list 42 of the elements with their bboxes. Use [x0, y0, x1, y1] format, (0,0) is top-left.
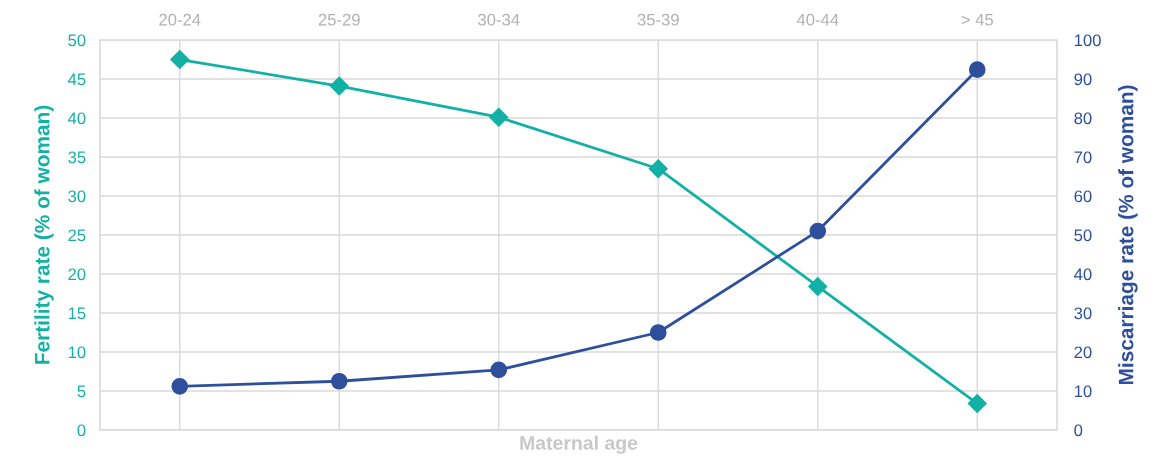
y-tick-label: 40 [67, 112, 86, 125]
y2-tick-label: 0 [1074, 424, 1083, 437]
y2-tick-label: 100 [1074, 34, 1101, 47]
y-tick-label: 30 [68, 190, 86, 203]
point [648, 159, 668, 179]
y-tick-label: 20 [68, 268, 86, 281]
point [967, 393, 987, 414]
point [809, 222, 827, 240]
y-axis-title: Fertility rate (% of woman) [34, 105, 54, 364]
point [489, 107, 509, 127]
y-tick-label: 15 [68, 307, 86, 320]
y2-tick-label: 80 [1074, 112, 1092, 125]
y2-tick-label: 50 [1074, 229, 1092, 242]
point [171, 377, 189, 395]
x-tick-label: 30-34 [478, 13, 520, 26]
y2-axis-title: Miscarriage rate (% of woman) [1118, 85, 1138, 385]
point [968, 61, 986, 78]
x-tick-label: 40-44 [796, 13, 839, 26]
y2-tick-label: 30 [1074, 307, 1092, 320]
y-tick-label: 35 [68, 151, 86, 164]
y2-tick-label: 70 [1074, 151, 1092, 164]
point [330, 372, 348, 390]
point [649, 324, 667, 341]
y-tick-label: 10 [68, 346, 86, 359]
y2-tick-label: 10 [1074, 385, 1092, 398]
y-tick-label: 5 [77, 385, 86, 398]
y-tick-label: 0 [77, 424, 86, 437]
point [170, 49, 190, 70]
y-tick-label: 50 [68, 34, 86, 47]
y-tick-label: 25 [68, 229, 86, 242]
point [808, 276, 828, 297]
y2-tick-label: 90 [1074, 73, 1092, 86]
point [490, 361, 508, 379]
y2-tick-label: 20 [1074, 346, 1092, 359]
x-tick-label: 35-39 [637, 13, 679, 26]
point [329, 76, 349, 96]
x-tick-label: 20-24 [159, 13, 201, 26]
x-tick-label: > 45 [961, 13, 993, 26]
y2-tick-label: 40 [1074, 268, 1092, 281]
x-tick-label: 25-29 [318, 13, 360, 26]
y2-tick-label: 60 [1074, 190, 1092, 203]
y-tick-label: 45 [67, 73, 86, 86]
